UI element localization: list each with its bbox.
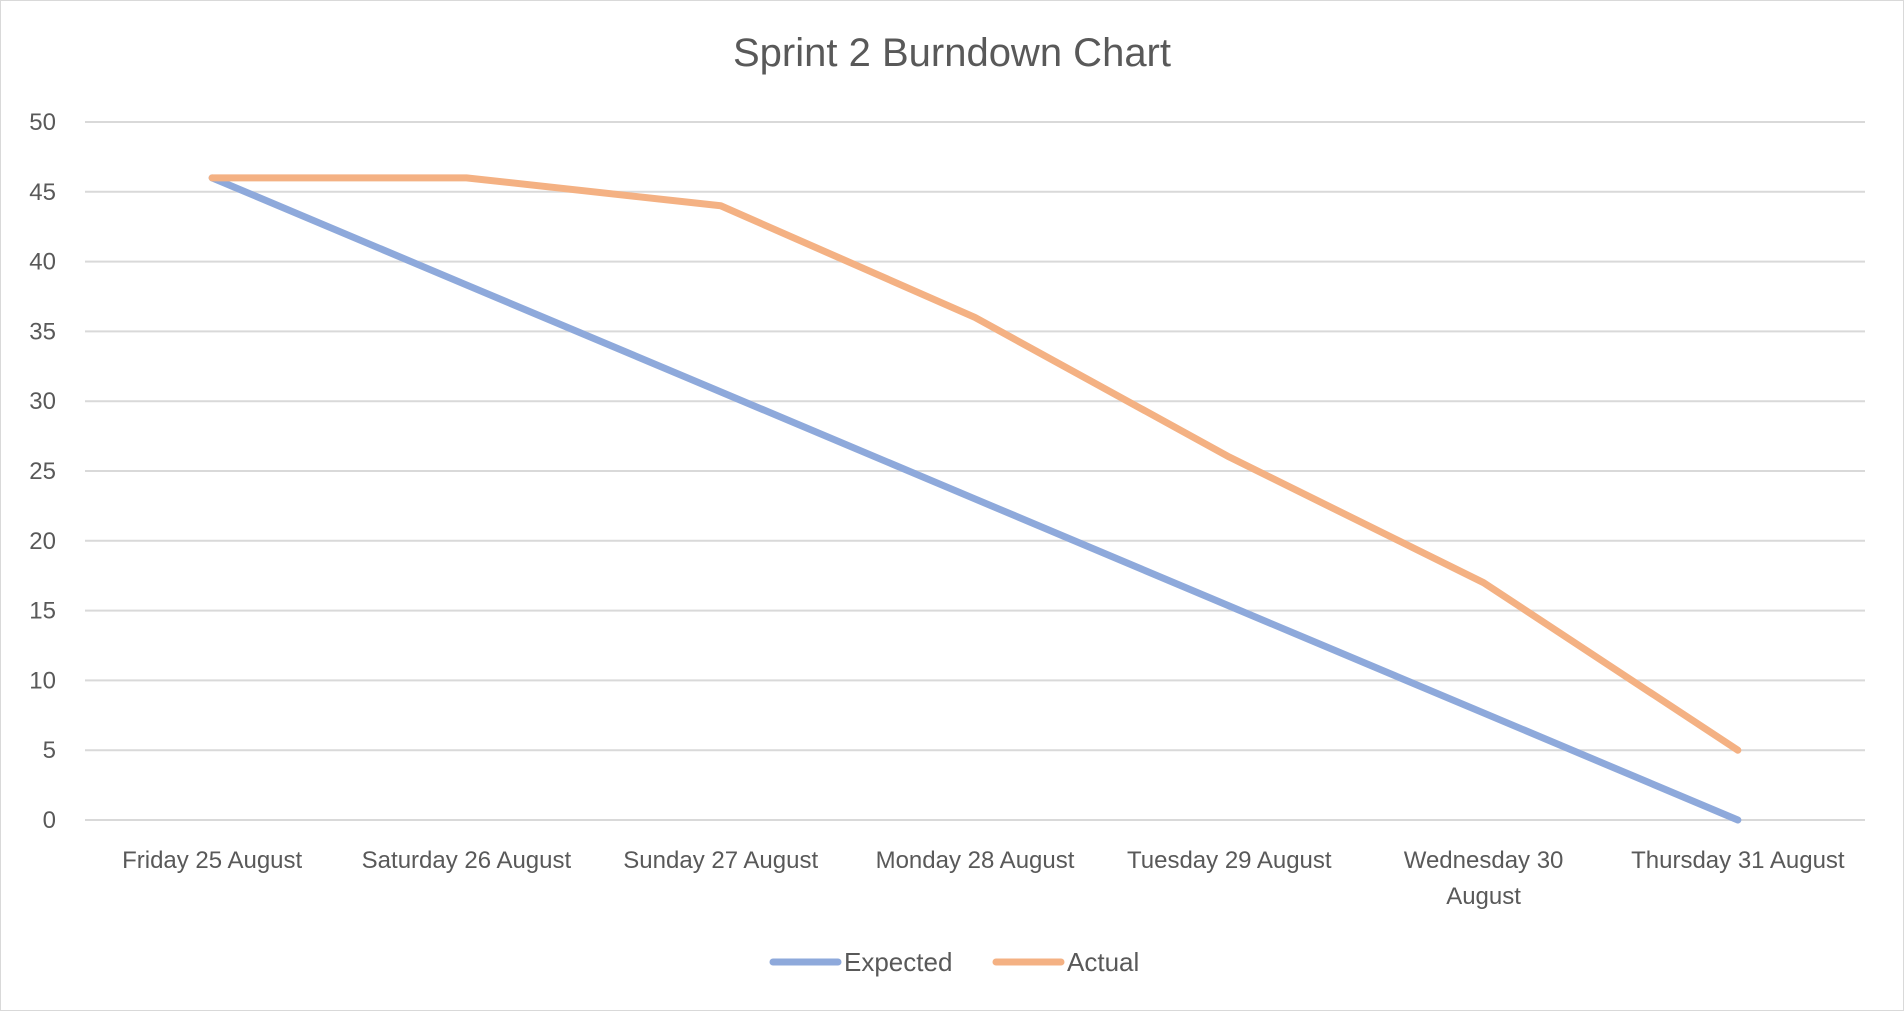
legend: Expected Actual — [769, 947, 1139, 977]
x-tick-label: Wednesday 30 — [1404, 847, 1564, 874]
y-tick-label: 30 — [29, 388, 56, 415]
x-tick-label: Tuesday 29 August — [1127, 847, 1332, 874]
series-lines — [208, 174, 1742, 824]
x-tick-label: August — [1446, 883, 1521, 910]
x-tick-label: Thursday 31 August — [1631, 847, 1845, 874]
y-tick-label: 35 — [29, 318, 56, 345]
y-tick-label: 0 — [43, 807, 56, 834]
x-tick-label: Saturday 26 August — [362, 847, 572, 874]
y-tick-label: 50 — [29, 109, 56, 136]
y-tick-label: 25 — [29, 458, 56, 485]
x-tick-label: Monday 28 August — [876, 847, 1075, 874]
legend-label-actual: Actual — [1067, 947, 1139, 977]
chart-title: Sprint 2 Burndown Chart — [733, 31, 1171, 75]
y-tick-label: 5 — [43, 737, 56, 764]
y-tick-label: 20 — [29, 528, 56, 555]
x-tick-label: Sunday 27 August — [623, 847, 818, 874]
x-tick-label: Friday 25 August — [122, 847, 302, 874]
gridlines — [85, 121, 1865, 821]
y-axis-ticks: 0 5 10 15 20 25 30 35 40 45 50 — [29, 109, 56, 834]
y-tick-label: 10 — [29, 667, 56, 694]
y-tick-label: 15 — [29, 598, 56, 625]
y-tick-label: 40 — [29, 249, 56, 276]
x-axis-ticks: Friday 25 August Saturday 26 August Sunday… — [122, 847, 1845, 910]
y-tick-label: 45 — [29, 179, 56, 206]
legend-label-expected: Expected — [844, 947, 952, 977]
